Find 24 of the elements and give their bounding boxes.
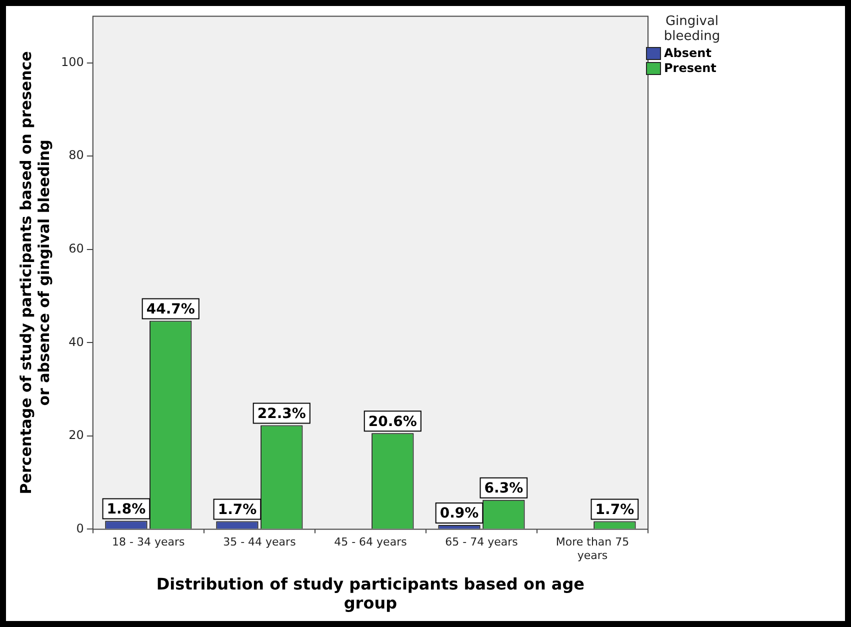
data-label: 0.9% bbox=[440, 506, 479, 522]
y-tick-label: 80 bbox=[68, 148, 84, 162]
y-tick-label: 100 bbox=[61, 54, 84, 69]
x-tick-label: 45 - 64 years bbox=[334, 536, 408, 549]
x-axis-title: Distribution of study participants based on age group bbox=[156, 574, 585, 613]
y-axis-title: Percentage of study participants based on presence or absence of gingival bleeding bbox=[16, 51, 53, 494]
data-label: 6.3% bbox=[484, 480, 524, 496]
x-tick-label: More than 75 years bbox=[556, 536, 630, 562]
data-label: 1.7% bbox=[218, 502, 257, 518]
data-label: 22.3% bbox=[257, 406, 306, 422]
data-label: 20.6% bbox=[368, 414, 417, 430]
y-tick-label: 60 bbox=[68, 242, 84, 256]
y-tick-label: 0 bbox=[76, 521, 84, 536]
data-label: 1.8% bbox=[106, 501, 146, 518]
legend-label: Present bbox=[663, 61, 718, 76]
legend-title: Gingival bleeding bbox=[662, 14, 722, 44]
x-tick-label: 65 - 74 years bbox=[445, 536, 518, 549]
y-tick-label: 40 bbox=[68, 334, 84, 349]
y-tick-label: 20 bbox=[68, 428, 84, 442]
legend-label: Absent bbox=[663, 46, 712, 61]
x-tick-label: 35 - 44 years bbox=[223, 536, 296, 549]
data-label: 44.7% bbox=[146, 301, 195, 318]
data-label: 1.7% bbox=[595, 502, 634, 518]
x-tick-label: 18 - 34 years bbox=[112, 536, 186, 549]
